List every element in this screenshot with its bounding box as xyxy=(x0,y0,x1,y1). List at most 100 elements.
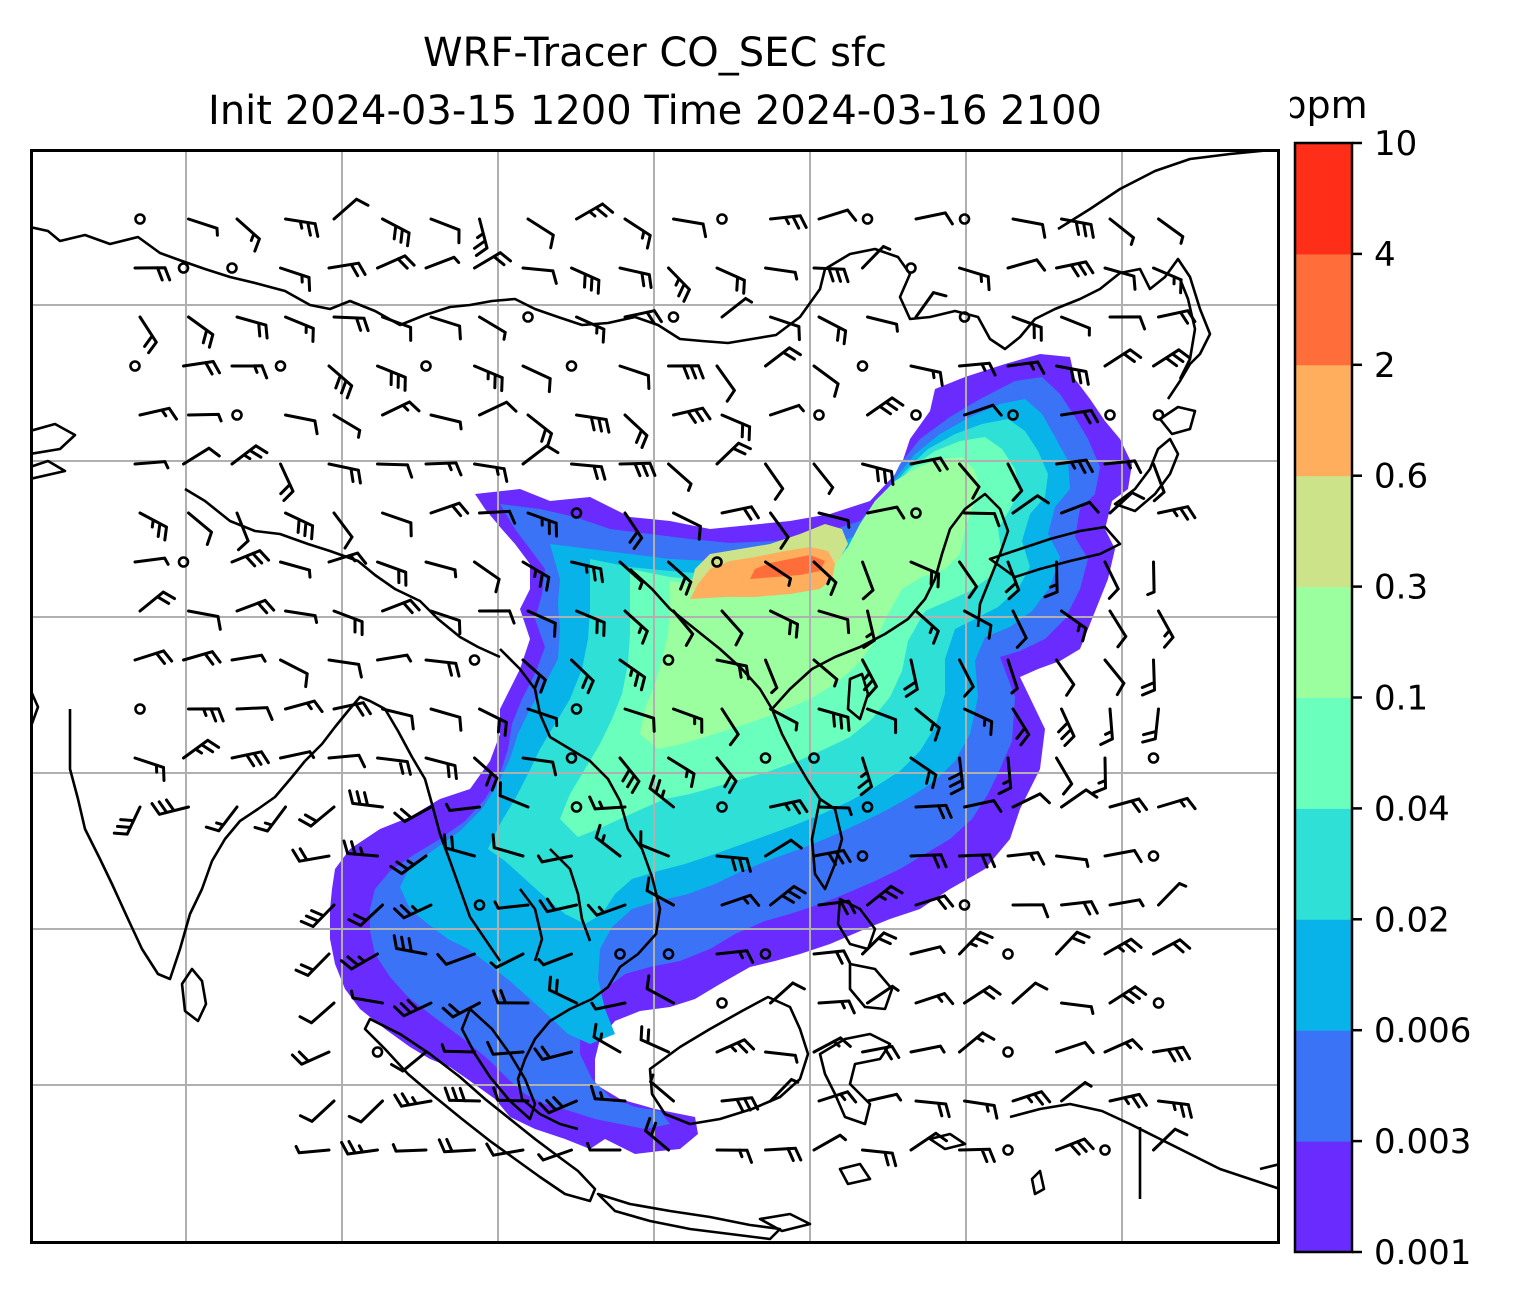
wind-barb xyxy=(769,799,809,815)
wind-barb xyxy=(441,1001,481,1019)
colorbar-swatch xyxy=(1295,808,1352,920)
wind-barb xyxy=(443,1086,481,1103)
wind-barb xyxy=(1157,609,1175,649)
wind-barb xyxy=(485,1142,525,1157)
wind-barb xyxy=(963,985,1002,1005)
wind-barb xyxy=(909,456,949,472)
wind-barb xyxy=(284,413,319,436)
calm-wind-circle xyxy=(716,213,728,225)
wind-barb xyxy=(424,560,458,579)
wind-barb xyxy=(133,266,172,282)
wind-barb xyxy=(861,245,892,270)
wind-barb xyxy=(1152,1127,1189,1152)
colorbar-swatch xyxy=(1295,364,1352,477)
wind-barb xyxy=(478,509,517,525)
wind-barb xyxy=(817,511,851,529)
wind-barb xyxy=(424,756,458,780)
wind-barb xyxy=(1060,315,1091,337)
wind-barb xyxy=(521,560,551,592)
wind-barb xyxy=(1057,707,1076,747)
wind-barb xyxy=(1011,315,1043,342)
wind-barb xyxy=(594,823,622,858)
wind-barb xyxy=(230,549,271,568)
wind-barb xyxy=(150,798,190,816)
wind-barb xyxy=(443,833,476,858)
wind-barb xyxy=(1157,217,1185,245)
wind-barb xyxy=(376,364,407,392)
wind-barb xyxy=(327,462,362,485)
calm-wind-circle xyxy=(958,213,971,225)
wind-barb xyxy=(1103,348,1143,368)
calm-wind-circle xyxy=(420,360,432,372)
wind-barb xyxy=(342,839,379,858)
wind-barb xyxy=(1011,217,1047,239)
wind-barb xyxy=(914,707,941,742)
wind-barb xyxy=(1011,903,1050,919)
wind-barb xyxy=(298,805,336,828)
wind-barb xyxy=(1152,266,1183,295)
wind-barb xyxy=(588,795,627,811)
wind-barb xyxy=(187,707,225,723)
calm-wind-circle xyxy=(759,752,772,764)
wind-barb xyxy=(521,756,558,777)
wind-barb xyxy=(909,560,941,589)
wind-barb xyxy=(1108,1092,1148,1109)
wind-barb xyxy=(391,1143,428,1153)
wind-barb xyxy=(1011,981,1049,1005)
calm-wind-circle xyxy=(1152,409,1165,421)
calm-wind-circle xyxy=(177,262,190,274)
wind-barb xyxy=(1157,882,1188,907)
wind-barb xyxy=(866,707,898,735)
wind-barb xyxy=(1004,560,1021,601)
wind-barb xyxy=(230,653,267,663)
wind-barb xyxy=(1060,409,1100,425)
wind-barb xyxy=(340,1140,379,1156)
wind-barb xyxy=(958,266,991,292)
wind-barb xyxy=(769,511,790,550)
wind-barb xyxy=(1055,854,1090,868)
wind-barb xyxy=(649,1073,675,1103)
calm-wind-circle xyxy=(129,360,141,372)
wind-barb xyxy=(764,1146,803,1162)
wind-barb xyxy=(812,364,840,398)
wind-barb xyxy=(473,364,504,393)
wind-barb xyxy=(769,403,805,417)
wind-barb xyxy=(817,315,848,346)
wind-barb xyxy=(715,658,750,681)
wind-barb xyxy=(1108,898,1145,908)
wind-barb xyxy=(537,1148,573,1162)
wind-barb xyxy=(1103,1038,1143,1054)
wind-barb xyxy=(478,315,507,341)
colorbar-unit-label: ppm xyxy=(1290,83,1368,127)
wind-barb xyxy=(812,849,852,866)
wind-barb xyxy=(861,1044,901,1061)
wind-barb xyxy=(1060,500,1100,515)
concentration-contour xyxy=(750,555,825,579)
wind-barb xyxy=(645,974,675,1005)
wind-barb xyxy=(473,462,509,483)
wind-barb xyxy=(1108,609,1128,649)
wind-barb xyxy=(526,217,555,250)
wind-barb xyxy=(429,413,463,431)
wind-barb xyxy=(618,266,653,289)
wind-barb xyxy=(429,315,462,341)
colorbar-tick-label: 0.6 xyxy=(1374,457,1428,497)
wind-barb xyxy=(997,756,1013,796)
wind-barb xyxy=(963,609,993,640)
wind-barb xyxy=(769,1078,800,1103)
wind-barb xyxy=(347,903,384,927)
wind-barb xyxy=(1060,217,1095,239)
wind-barb xyxy=(639,830,670,858)
colorbar-tick-label: 10 xyxy=(1374,124,1417,164)
wind-barb xyxy=(521,364,552,394)
wind-barb xyxy=(914,803,953,820)
wind-barb xyxy=(279,750,316,760)
wind-barb xyxy=(715,266,746,295)
wind-barb xyxy=(1006,360,1046,375)
calm-wind-circle xyxy=(856,850,869,862)
wind-barb xyxy=(235,598,276,615)
wind-barb xyxy=(715,441,752,466)
calm-wind-circle xyxy=(1104,409,1116,421)
wind-barb xyxy=(866,884,904,907)
wind-barb xyxy=(715,364,736,403)
